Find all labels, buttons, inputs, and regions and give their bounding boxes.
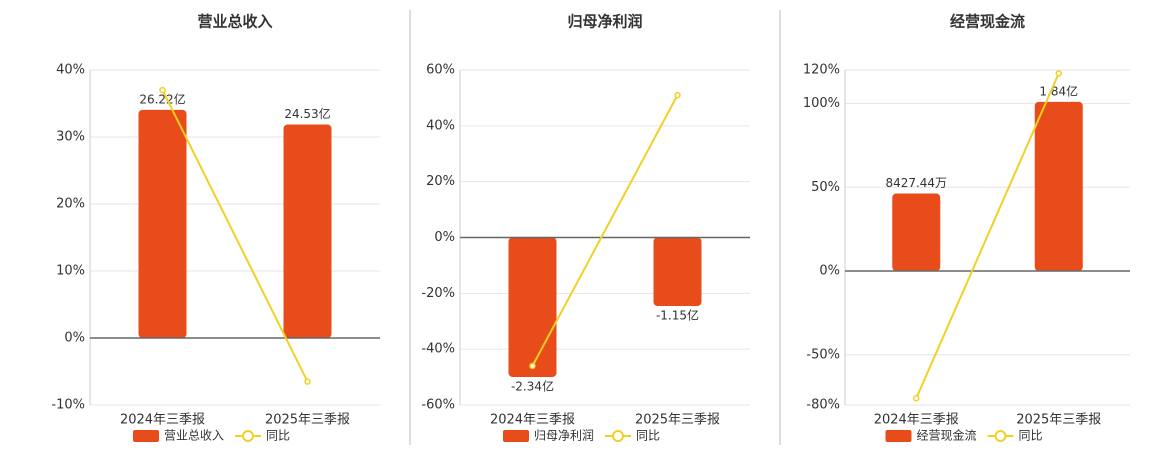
line-point [159, 86, 166, 94]
legend-label: 同比 [1019, 429, 1043, 443]
y-tick-label: -20% [421, 286, 455, 301]
bar [1034, 101, 1083, 272]
legend-label: 同比 [636, 429, 660, 443]
y-tick-label: 20% [426, 174, 455, 189]
legend-swatch [133, 430, 159, 442]
y-tick-label: 0% [819, 264, 840, 279]
y-tick-label: -10% [51, 398, 85, 413]
x-tick-label: 2024年三季报 [490, 413, 575, 428]
line-point [674, 91, 681, 99]
line [915, 72, 1060, 399]
value-label: -2.34亿 [511, 378, 554, 393]
x-tick-label: 2025年三季报 [265, 413, 350, 428]
x-tick-label: 2024年三季报 [120, 413, 205, 428]
line-point [304, 378, 311, 385]
line-point [1055, 70, 1062, 77]
y-tick-label: 0% [434, 230, 455, 245]
legend-label: 经营现金流 [917, 428, 977, 443]
value-label: 24.53亿 [284, 106, 330, 121]
bar [283, 124, 332, 338]
y-tick-label: 30% [56, 130, 85, 145]
legend-swatch [885, 430, 912, 442]
y-tick-label: -50% [806, 347, 840, 362]
bar [138, 109, 187, 338]
y-tick-label: 20% [56, 197, 85, 212]
y-tick-label: -80% [806, 398, 840, 413]
bar [892, 193, 941, 272]
chart-title: 归母净利润 [567, 13, 642, 31]
line [531, 94, 679, 367]
legend-swatch [994, 430, 1007, 442]
value-label: 8427.44万 [885, 176, 947, 190]
y-tick-label: 10% [56, 264, 85, 279]
x-tick-label: 2025年三季报 [635, 413, 720, 428]
y-tick-label: 120% [803, 63, 840, 78]
bar [508, 237, 557, 377]
y-tick-label: 100% [803, 96, 840, 111]
legend-label: 归母净利润 [534, 429, 594, 443]
legend-swatch [242, 430, 254, 442]
y-tick-label: 40% [56, 63, 85, 78]
value-label: 26.22亿 [139, 91, 185, 106]
chart-title: 经营现金流 [950, 13, 1025, 31]
y-tick-label: 0% [64, 331, 85, 346]
y-tick-label: 40% [426, 118, 455, 133]
legend-label: 营业总收入 [164, 429, 224, 443]
line-point [913, 395, 920, 402]
x-tick-label: 2025年三季报 [1016, 413, 1101, 428]
line-point [529, 362, 536, 370]
bar [653, 237, 702, 307]
line [161, 89, 309, 382]
y-tick-label: -40% [421, 342, 455, 357]
legend-swatch [503, 430, 529, 442]
chart-title: 营业总收入 [197, 13, 272, 31]
y-tick-label: 60% [426, 63, 455, 78]
legend-label: 同比 [266, 429, 290, 443]
y-tick-label: -60% [421, 398, 455, 413]
legend-swatch [612, 430, 624, 442]
y-tick-label: 50% [811, 180, 840, 195]
value-label: 1.84亿 [1039, 83, 1078, 98]
x-tick-label: 2024年三季报 [874, 413, 959, 428]
value-label: -1.15亿 [656, 308, 699, 323]
